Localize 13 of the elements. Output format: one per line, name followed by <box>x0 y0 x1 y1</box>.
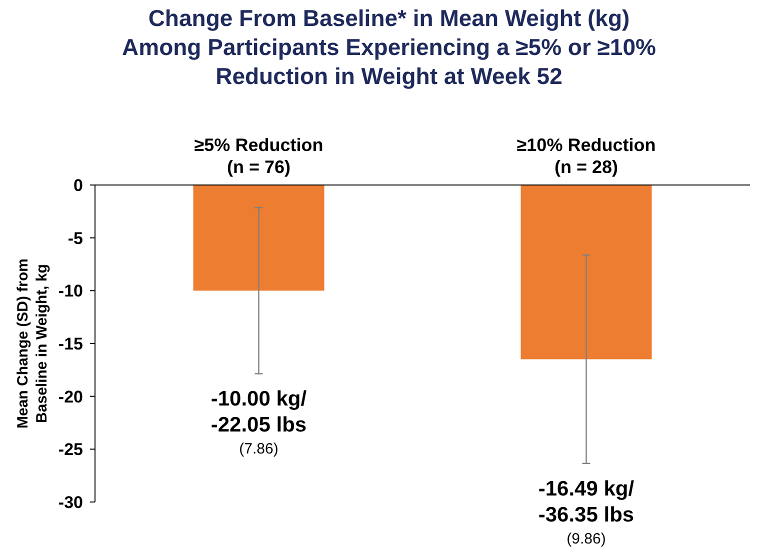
y-tick-label: -5 <box>68 228 83 248</box>
y-axis-title: Mean Change (SD) from Baseline in Weight, kg <box>14 258 50 429</box>
y-tick-label: -30 <box>58 492 83 512</box>
x-tick-label: ≥10% Reduction (n = 28) <box>516 135 656 177</box>
annotation: -16.49 kg/ -36.35 lbs (9.86) <box>538 477 634 548</box>
y-tick-label: 0 <box>74 176 83 195</box>
y-tick-label: -10 <box>58 282 83 301</box>
chart-title: Change From Baseline* in Mean Weight (kg) Among Participants Experiencing a ≥5% or ≥10% Reduction in Weight at Week 52 <box>122 5 656 89</box>
x-tick-label: ≥5% Reduction (n = 76) <box>194 135 324 177</box>
y-tick-label: -25 <box>58 440 83 460</box>
y-tick-label: -15 <box>58 334 83 354</box>
y-tick-label: -20 <box>58 387 83 406</box>
annotation: -10.00 kg/ -22.05 lbs (7.86) <box>210 388 307 458</box>
